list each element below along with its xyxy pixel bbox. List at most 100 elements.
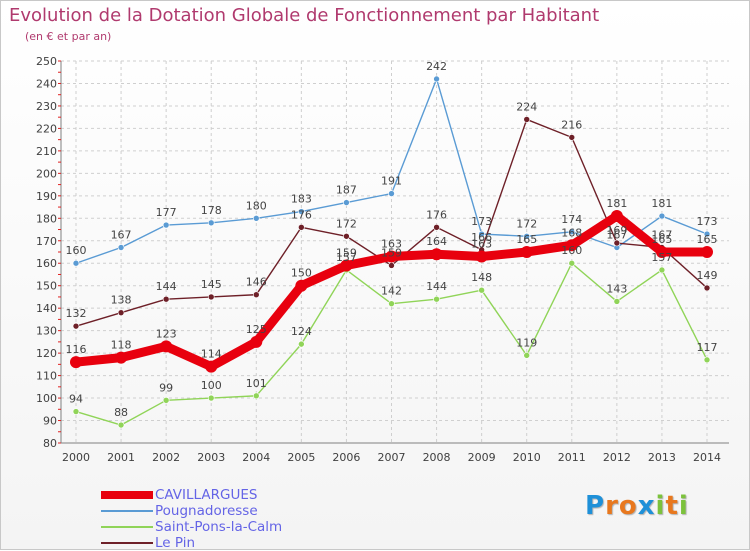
logo-letter: P <box>585 491 606 521</box>
data-label-le-pin: 167 <box>651 229 672 242</box>
data-point-le-pin <box>568 134 576 141</box>
y-tick-label: 180 <box>36 212 57 225</box>
data-point-pougnadoresse <box>207 219 215 227</box>
data-label-saint-pons-la-calm: 160 <box>561 244 582 257</box>
data-point-saint-pons-la-calm <box>117 421 125 429</box>
data-point-cavillargues <box>655 246 668 258</box>
logo-letter: r <box>605 491 619 521</box>
data-point-pougnadoresse <box>388 190 395 197</box>
data-point-le-pin <box>433 223 440 231</box>
x-tick-label: 2001 <box>107 451 135 464</box>
x-tick-label: 2000 <box>62 451 90 464</box>
x-tick-label: 2002 <box>152 451 180 464</box>
x-tick-label: 2011 <box>558 451 586 464</box>
data-point-le-pin <box>523 116 531 123</box>
data-point-cavillargues <box>250 335 263 348</box>
legend-swatch-saint-pons-la-calm <box>101 526 153 528</box>
data-label-pougnadoresse: 167 <box>606 229 627 242</box>
data-point-saint-pons-la-calm <box>523 352 531 359</box>
data-label-le-pin: 166 <box>471 231 492 244</box>
data-label-le-pin: 144 <box>156 280 177 293</box>
chart-title: Evolution de la Dotation Globale de Fonc… <box>9 5 600 26</box>
data-point-pougnadoresse <box>568 228 576 236</box>
data-point-saint-pons-la-calm <box>388 300 395 307</box>
data-point-le-pin <box>117 309 125 316</box>
data-label-cavillargues: 168 <box>561 226 582 239</box>
data-point-le-pin <box>72 322 80 330</box>
data-point-pougnadoresse <box>343 199 350 206</box>
data-point-le-pin <box>388 262 395 269</box>
data-label-pougnadoresse: 160 <box>66 244 87 257</box>
data-label-le-pin: 176 <box>291 208 312 221</box>
data-label-pougnadoresse: 174 <box>561 213 582 226</box>
y-tick-label: 200 <box>36 167 57 180</box>
y-tick-label: 240 <box>36 77 57 90</box>
data-label-cavillargues: 164 <box>426 235 447 248</box>
logo-letter: x <box>637 491 656 521</box>
y-tick-label: 100 <box>36 392 57 405</box>
data-label-pougnadoresse: 191 <box>381 175 402 188</box>
legend-label-pougnadoresse: Pougnadoresse <box>155 503 258 519</box>
data-label-cavillargues: 165 <box>516 233 537 246</box>
data-point-le-pin <box>207 293 215 301</box>
data-point-saint-pons-la-calm <box>207 394 215 402</box>
logo-letter: o <box>618 491 638 521</box>
data-label-pougnadoresse: 167 <box>111 229 132 242</box>
data-point-saint-pons-la-calm <box>162 397 170 404</box>
data-point-pougnadoresse <box>252 214 260 222</box>
data-point-cavillargues <box>205 360 218 373</box>
x-tick-label: 2010 <box>513 451 541 464</box>
data-label-le-pin: 159 <box>381 246 402 259</box>
x-tick-label: 2006 <box>332 451 360 464</box>
data-label-saint-pons-la-calm: 117 <box>697 341 718 354</box>
y-tick-label: 230 <box>36 100 57 113</box>
y-tick-label: 210 <box>36 145 57 158</box>
legend-swatch-le-pin <box>101 542 153 544</box>
data-label-pougnadoresse: 180 <box>246 199 267 212</box>
data-label-saint-pons-la-calm: 148 <box>471 271 492 284</box>
y-tick-label: 120 <box>36 347 57 360</box>
data-point-cavillargues <box>70 356 82 369</box>
data-point-pougnadoresse <box>298 208 305 215</box>
y-tick-label: 160 <box>36 257 57 270</box>
data-point-saint-pons-la-calm <box>478 286 485 294</box>
x-tick-label: 2003 <box>197 451 225 464</box>
data-point-cavillargues <box>475 250 488 263</box>
y-tick-label: 80 <box>43 437 57 450</box>
data-point-pougnadoresse <box>72 259 80 267</box>
x-tick-label: 2014 <box>693 451 721 464</box>
data-label-cavillargues: 163 <box>381 237 402 250</box>
data-point-saint-pons-la-calm <box>658 266 666 274</box>
data-label-saint-pons-la-calm: 142 <box>381 285 402 298</box>
y-tick-label: 170 <box>36 235 57 248</box>
data-label-le-pin: 132 <box>66 307 87 320</box>
data-label-pougnadoresse: 178 <box>201 204 222 217</box>
data-label-cavillargues: 114 <box>201 348 222 361</box>
logo-letter: t <box>665 491 679 521</box>
data-point-cavillargues <box>385 250 398 263</box>
data-label-pougnadoresse: 177 <box>156 206 177 219</box>
y-tick-label: 250 <box>36 55 57 68</box>
data-label-cavillargues: 181 <box>606 197 627 210</box>
data-label-saint-pons-la-calm: 94 <box>69 393 83 406</box>
x-tick-label: 2008 <box>423 451 451 464</box>
data-label-le-pin: 176 <box>426 208 447 221</box>
data-label-saint-pons-la-calm: 124 <box>291 325 312 338</box>
data-label-pougnadoresse: 242 <box>426 60 447 73</box>
data-label-saint-pons-la-calm: 144 <box>426 280 447 293</box>
data-label-saint-pons-la-calm: 143 <box>606 282 627 295</box>
data-point-pougnadoresse <box>433 75 440 83</box>
data-label-pougnadoresse: 187 <box>336 184 357 197</box>
data-label-pougnadoresse: 183 <box>291 193 312 206</box>
data-label-saint-pons-la-calm: 88 <box>114 406 128 419</box>
data-label-pougnadoresse: 173 <box>471 215 492 228</box>
legend-swatch-pougnadoresse <box>101 510 153 512</box>
data-point-cavillargues <box>565 239 578 252</box>
legend-label-cavillargues: CAVILLARGUES <box>155 487 258 503</box>
proxiti-logo: Proxiti <box>585 491 689 521</box>
data-point-pougnadoresse <box>162 221 170 229</box>
data-point-cavillargues <box>610 210 623 223</box>
data-label-le-pin: 138 <box>111 294 132 307</box>
data-label-pougnadoresse: 172 <box>516 217 537 230</box>
